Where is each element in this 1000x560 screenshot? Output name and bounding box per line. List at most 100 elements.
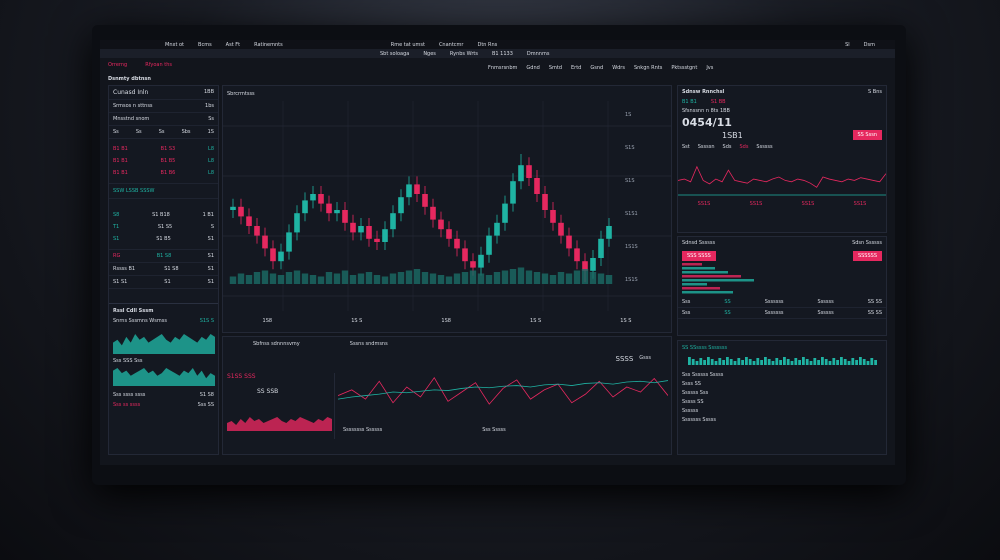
- chart-tool-button[interactable]: Snkgn Rnts: [633, 65, 663, 71]
- tab-positions[interactable]: Rfyoan ths: [145, 62, 172, 68]
- candle-body: [558, 222, 564, 236]
- volume-bar: [429, 273, 437, 284]
- bottom-label: Sss ss ssss: [113, 402, 141, 408]
- toolbar-item[interactable]: Dmnnms: [526, 50, 550, 57]
- column-header: Ss: [135, 129, 142, 135]
- menu-item[interactable]: Dtn Rns: [477, 41, 498, 48]
- tab[interactable]: Sssssn: [697, 144, 715, 150]
- chart-tool-button[interactable]: Gsnd: [590, 65, 604, 71]
- volume-bar: [333, 273, 341, 284]
- menu-item[interactable]: Mnxt ot: [165, 41, 185, 48]
- volume-bar: [557, 272, 565, 284]
- menu-item[interactable]: Bcms: [198, 41, 212, 48]
- candlestick-chart[interactable]: 1S S1S S1S S1S1 1S1S 1S1S: [223, 86, 671, 332]
- volume-bar: [597, 273, 605, 284]
- legend-item: Sssns sndmsns: [349, 341, 388, 347]
- chart-tool-button[interactable]: Fnmsrsnbm: [488, 65, 518, 71]
- sell-button[interactable]: SSS SSSS: [682, 251, 716, 261]
- buy-button[interactable]: SSSSSS: [852, 251, 882, 261]
- tab-orders[interactable]: Orrerng: [108, 62, 128, 68]
- order-row: B1 B1 B1 S3 L8: [109, 143, 218, 155]
- chart-tool-button[interactable]: Ertd: [571, 65, 582, 71]
- menu-item[interactable]: Dsm: [863, 41, 875, 48]
- volume-bar: [501, 270, 509, 284]
- table-cell: SS: [724, 310, 731, 316]
- volume-bar: [453, 273, 461, 284]
- candle-body: [382, 229, 388, 242]
- depth-bar: [682, 267, 715, 270]
- candle-body: [486, 235, 492, 255]
- chart-tool-button[interactable]: Jvs: [706, 65, 714, 71]
- section-title: Dsnmty dbtnsn: [108, 76, 151, 82]
- volume-bar: [325, 272, 333, 284]
- volume-bar: [477, 273, 485, 284]
- candle-body: [518, 165, 524, 182]
- candle-body: [318, 194, 324, 204]
- toolbar-item[interactable]: Rynbs Wrts: [449, 50, 478, 57]
- x-tick-label: 1S S: [351, 318, 363, 324]
- table-row: Sss SS Sssssss Ssssss SS SS: [678, 308, 886, 319]
- tab[interactable]: Sst: [682, 144, 690, 150]
- depth-bars: [682, 263, 754, 294]
- candle-body: [406, 184, 412, 198]
- table-cell: SS SS: [867, 310, 882, 316]
- trade-button[interactable]: SS Sssn: [852, 130, 882, 140]
- candle-body: [446, 229, 452, 239]
- tab[interactable]: Sds: [722, 144, 732, 150]
- tab[interactable]: Sds: [739, 144, 749, 150]
- candle-body: [502, 203, 508, 223]
- strip-bar: [722, 360, 725, 365]
- volume-bar: [277, 275, 285, 284]
- mini-area-chart: [113, 334, 215, 354]
- toolbar-item[interactable]: Nges: [423, 50, 436, 57]
- strip-bar: [874, 360, 877, 365]
- strip-bar: [760, 360, 763, 365]
- depth-bar: [682, 291, 733, 294]
- candle-body: [462, 248, 468, 262]
- volume-bar: [317, 276, 325, 284]
- list-item: Ssssss: [682, 408, 699, 414]
- toolbar-item[interactable]: Sbt soloaga: [380, 50, 410, 57]
- y-tick-label: S1S: [625, 145, 635, 151]
- menu-item[interactable]: Ast Ft: [225, 41, 241, 48]
- table-cell: SS SS: [867, 299, 882, 305]
- strip-bar: [756, 358, 760, 365]
- order-price: B1 B1: [113, 158, 128, 164]
- chart-tool-button[interactable]: Wdrs: [612, 65, 625, 71]
- menu-item[interactable]: Sl: [845, 41, 850, 48]
- volume-bar: [485, 275, 493, 284]
- toolbar-item[interactable]: B1 1133: [491, 50, 513, 57]
- book-size: S1 B18: [152, 212, 170, 218]
- strip-bar: [832, 358, 836, 365]
- chart-tool-button[interactable]: Pktssstgnt: [671, 65, 698, 71]
- volume-bar: [405, 270, 413, 284]
- volume-bar: [237, 273, 245, 284]
- chart-tools: Fnmsrsnbm Gdnd Smtd Ertd Gsnd Wdrs Snkgn Rnts P…: [488, 65, 713, 71]
- order-book: S8 S1 B18 1 B1 T1 S1 S5 S S1 S1 B5 S1: [109, 199, 218, 249]
- order-row: B1 B1 B1 B6 L8: [109, 167, 218, 179]
- strip-bar: [840, 357, 843, 365]
- menu-item[interactable]: Ratinemnts: [254, 41, 283, 48]
- x-tick-label: SS1S: [697, 201, 711, 207]
- menu-item[interactable]: Cnantcmr: [438, 41, 464, 48]
- volume-bar: [413, 269, 421, 284]
- right-pct: S Bns: [868, 89, 882, 95]
- book-row: S1 S1 B5 S1: [109, 233, 218, 245]
- volume-bar: [397, 272, 405, 284]
- price-label: Sfsnssnn n 8ts 1BB: [682, 108, 730, 114]
- book-price: T1: [113, 224, 120, 230]
- strip-bar: [718, 358, 722, 365]
- menu-item[interactable]: Rme tat umst: [390, 41, 425, 48]
- strip-bar: [733, 361, 737, 365]
- strip-bar: [809, 361, 813, 365]
- volume-bar: [285, 272, 293, 284]
- book-total: S: [210, 224, 214, 230]
- chart-tool-button[interactable]: Smtd: [548, 65, 562, 71]
- tab[interactable]: Ssssss: [756, 144, 773, 150]
- order-price: B1 B1: [113, 146, 128, 152]
- chart-tool-button[interactable]: Gdnd: [526, 65, 540, 71]
- strip-bar: [726, 357, 729, 365]
- volume-bar: [445, 276, 453, 284]
- bottom-footer: Sss Sssss: [482, 427, 506, 433]
- depth-bar: [682, 287, 720, 290]
